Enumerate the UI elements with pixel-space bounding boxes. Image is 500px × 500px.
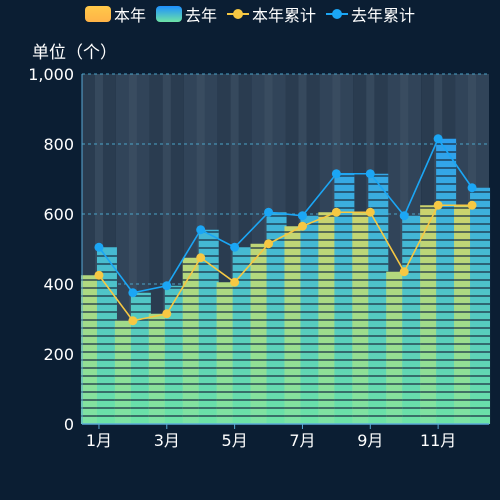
legend: 本年 去年 本年累计 去年累计 (0, 2, 500, 26)
point-this-year-cumulative (365, 207, 375, 217)
bar-last-year (266, 212, 287, 424)
bar-this-year (182, 257, 203, 424)
legend-label-this-year-cumulative: 本年累计 (252, 6, 317, 25)
bar-last-year (164, 285, 185, 424)
x-tick-label: 1月 (86, 431, 112, 450)
point-this-year-cumulative (331, 207, 341, 217)
legend-item-this-year-cumulative[interactable]: 本年累计 (227, 2, 316, 26)
line-this-year-cumulative (98, 204, 473, 322)
point-this-year-cumulative (128, 316, 138, 326)
bar-this-year (148, 313, 169, 424)
point-this-year-cumulative (196, 253, 206, 263)
bar-this-year (420, 205, 441, 424)
point-last-year-cumulative (467, 183, 477, 193)
x-tick-label: 7月 (289, 431, 315, 450)
bar-this-year (318, 212, 339, 424)
legend-label-last-year: 去年 (184, 6, 217, 25)
y-tick-label: 800 (43, 135, 74, 154)
point-last-year-cumulative (230, 242, 240, 252)
unit-label: 单位（个） (32, 43, 117, 63)
legend-item-last-year[interactable]: 去年 (155, 2, 217, 26)
this-year-swatch (84, 6, 111, 22)
point-last-year-cumulative (433, 134, 443, 144)
legend-label-this-year: 本年 (113, 6, 146, 25)
bar-last-year (470, 187, 491, 424)
x-tick-label: 5月 (222, 431, 248, 450)
slot-highlight (162, 74, 171, 424)
point-this-year-cumulative (162, 309, 172, 319)
point-last-year-cumulative (399, 211, 409, 221)
point-last-year-cumulative (128, 288, 138, 298)
y-tick-label: 0 (64, 415, 74, 434)
point-last-year-cumulative (365, 169, 375, 179)
bar-last-year (436, 138, 457, 424)
point-last-year-cumulative (297, 211, 307, 221)
bar-this-year (284, 226, 305, 424)
bar-last-year (130, 292, 151, 424)
point-this-year-cumulative (467, 200, 477, 210)
bar-this-year (352, 212, 373, 424)
point-last-year-cumulative (94, 242, 104, 252)
legend-label-last-year-cumulative: 去年累计 (351, 6, 416, 25)
bar-last-year (334, 173, 355, 424)
last-year-swatch (155, 6, 182, 22)
this-year-cumulative-line-icon (227, 7, 249, 21)
point-this-year-cumulative (399, 267, 409, 277)
point-last-year-cumulative (264, 207, 274, 217)
bar-this-year (216, 282, 237, 424)
point-this-year-cumulative (230, 277, 240, 287)
x-tick-label: 11月 (420, 431, 456, 450)
y-tick-label: 1,000 (28, 65, 74, 84)
point-this-year-cumulative (94, 270, 104, 280)
bar-this-year (386, 271, 407, 424)
y-tick-label: 200 (43, 345, 74, 364)
bar-this-year (250, 243, 271, 424)
legend-item-last-year-cumulative[interactable]: 去年累计 (326, 2, 415, 26)
point-last-year-cumulative (162, 281, 172, 291)
x-tick-label: 9月 (357, 431, 383, 450)
last-year-cumulative-line-icon (326, 7, 349, 21)
line-last-year-cumulative (98, 137, 473, 294)
point-last-year-cumulative (331, 169, 341, 179)
point-this-year-cumulative (433, 200, 443, 210)
bar-this-year (454, 205, 475, 424)
bar-this-year (114, 320, 135, 424)
y-tick-label: 600 (43, 205, 74, 224)
x-tick-label: 3月 (154, 431, 180, 450)
legend-item-this-year[interactable]: 本年 (84, 2, 146, 26)
slot-highlight (128, 74, 137, 424)
point-this-year-cumulative (297, 221, 307, 231)
y-tick-label: 400 (43, 275, 74, 294)
point-this-year-cumulative (264, 239, 274, 249)
point-last-year-cumulative (196, 225, 206, 235)
